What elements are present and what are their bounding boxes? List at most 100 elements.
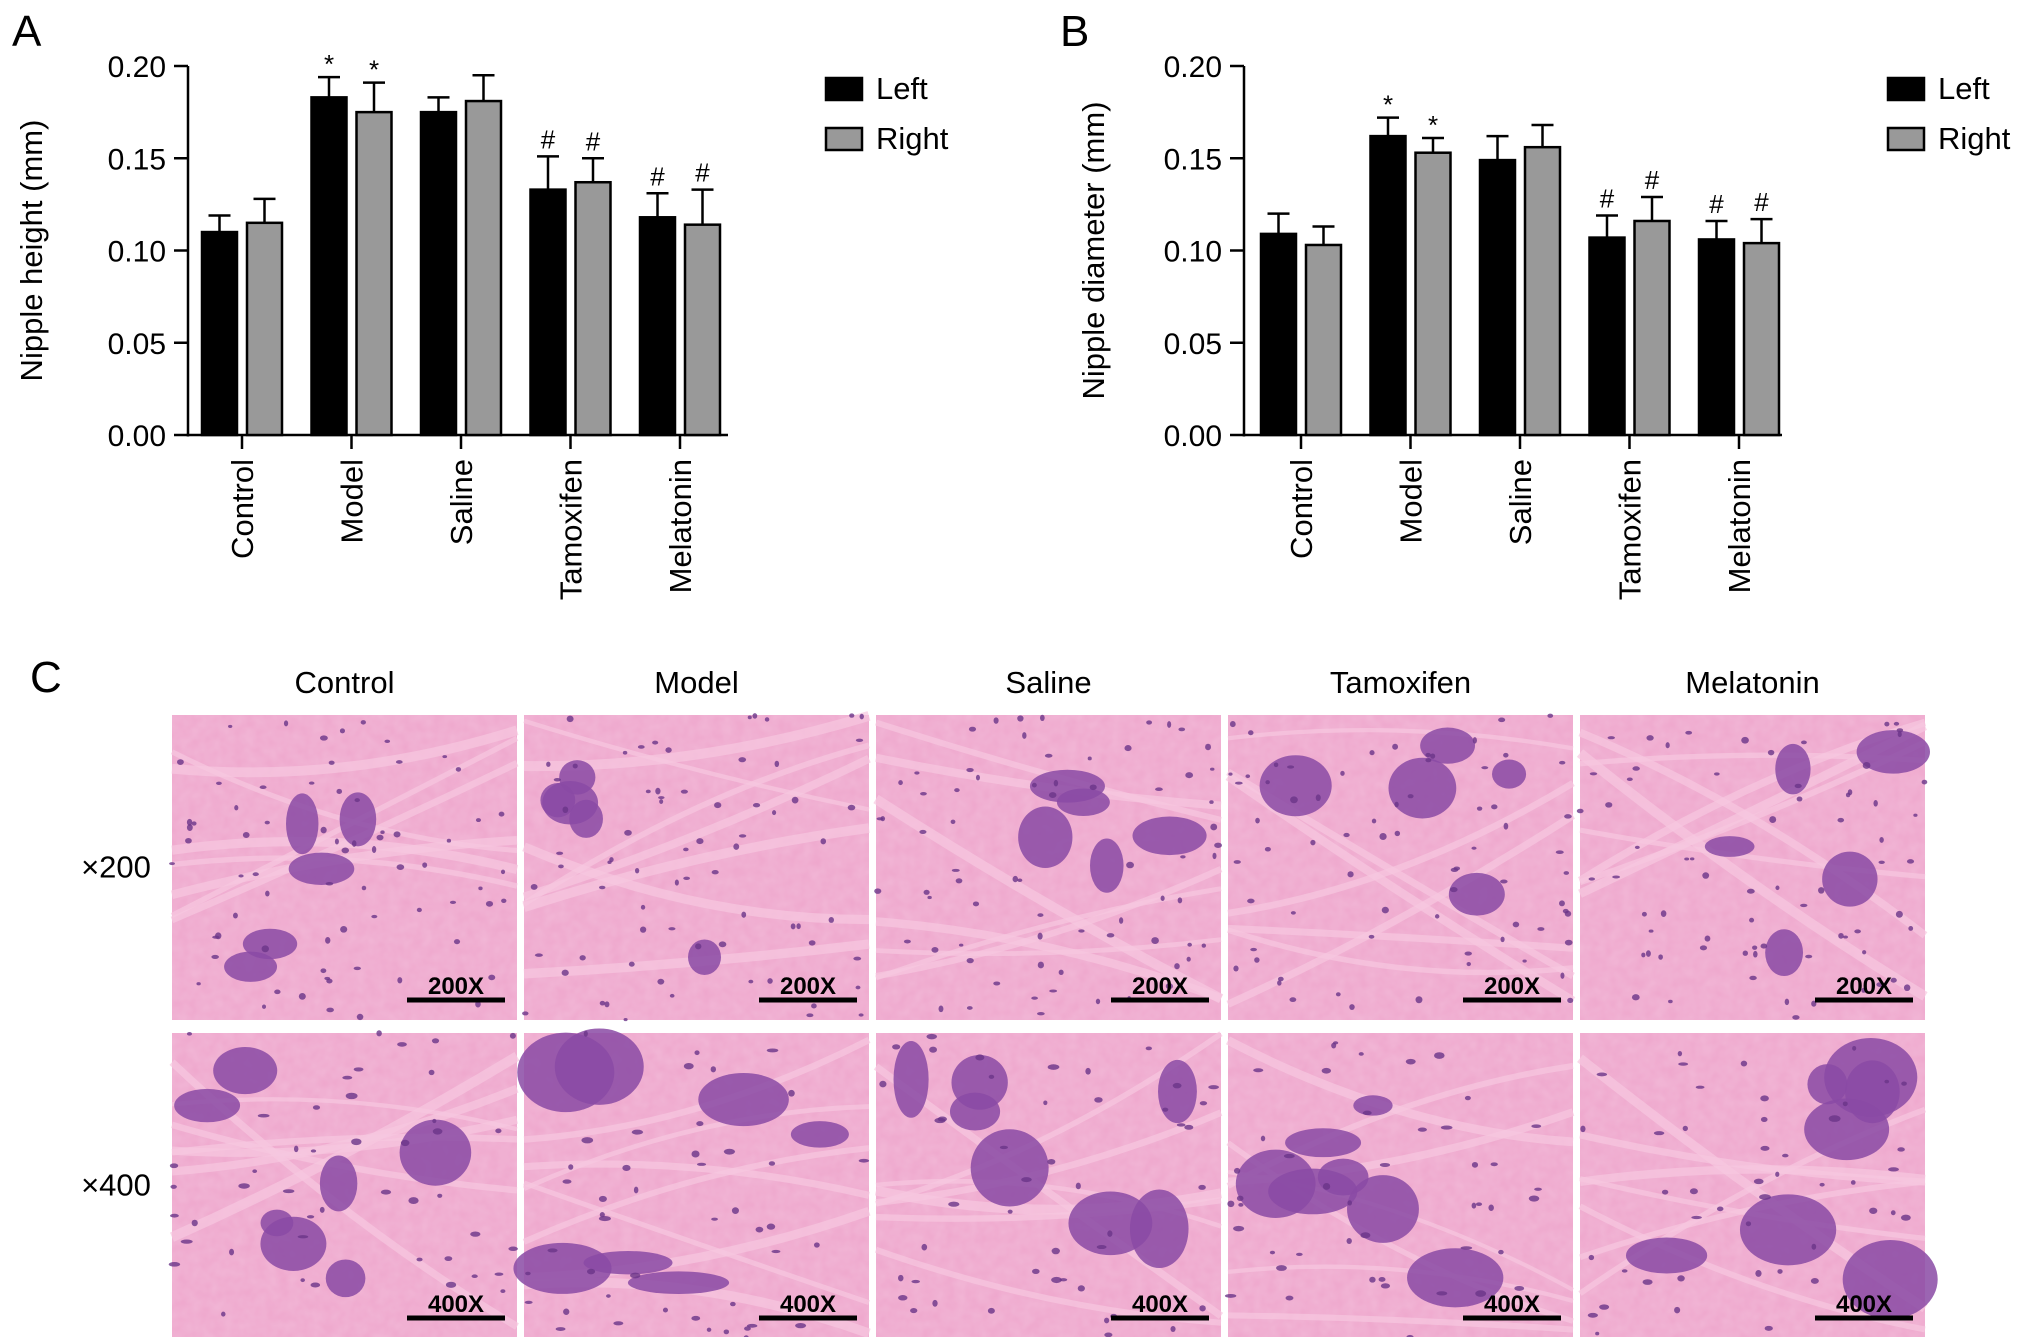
nucleus xyxy=(988,1074,995,1079)
nucleus xyxy=(408,1197,419,1204)
nucleus xyxy=(972,901,980,907)
nucleus xyxy=(858,1158,870,1163)
nucleus xyxy=(1170,1325,1176,1333)
nucleus xyxy=(1047,1064,1060,1070)
nucleus xyxy=(696,1121,704,1127)
nucleus xyxy=(308,781,315,785)
nucleus xyxy=(1269,1250,1276,1255)
nucleus xyxy=(215,932,222,940)
nucleus xyxy=(1379,1162,1391,1168)
nucleus xyxy=(1224,1293,1237,1298)
nucleus xyxy=(428,1069,435,1076)
significance-hash: # xyxy=(695,158,710,188)
nucleus xyxy=(683,847,689,852)
stroma-fiber xyxy=(875,937,1222,957)
nucleus xyxy=(1260,1135,1266,1142)
nucleus xyxy=(1290,911,1296,915)
gland-cluster xyxy=(1856,730,1931,774)
significance-hash: # xyxy=(541,124,556,154)
gland-cluster xyxy=(224,951,278,982)
stroma-fiber xyxy=(522,742,870,907)
bar-right-saline xyxy=(464,99,503,437)
nucleus xyxy=(752,713,758,719)
nucleus xyxy=(1913,813,1918,817)
nucleus xyxy=(1861,987,1866,993)
nucleus xyxy=(691,1150,700,1158)
nucleus xyxy=(1850,1180,1856,1185)
stroma-fiber xyxy=(171,1133,518,1156)
nucleus xyxy=(1017,878,1023,883)
nucleus xyxy=(628,961,635,967)
nucleus xyxy=(437,1193,443,1198)
nucleus xyxy=(633,1186,639,1194)
nucleus xyxy=(1296,1252,1303,1256)
nucleus xyxy=(453,939,461,945)
nucleus xyxy=(583,1030,588,1037)
nucleus xyxy=(1346,1238,1352,1244)
nucleus xyxy=(1555,850,1564,854)
stroma-fiber xyxy=(1226,812,1575,1008)
nucleus xyxy=(501,898,507,903)
nucleus xyxy=(788,1089,795,1097)
nucleus xyxy=(500,1289,506,1294)
nucleus xyxy=(1146,720,1153,725)
nucleus xyxy=(1684,857,1690,861)
nucleus xyxy=(1562,908,1569,914)
gland-cluster xyxy=(1018,806,1073,868)
nucleus xyxy=(1921,779,1928,785)
nucleus xyxy=(1897,1147,1905,1152)
nucleus xyxy=(1559,760,1566,765)
column-header: Saline xyxy=(1005,665,1091,700)
bar-right-tamoxifen xyxy=(574,180,612,437)
nucleus xyxy=(1369,1276,1376,1283)
nucleus xyxy=(320,968,327,974)
nucleus xyxy=(238,874,244,878)
micrograph-tile: 200X xyxy=(522,711,871,1022)
nucleus xyxy=(1626,777,1633,782)
nucleus xyxy=(396,864,405,871)
nucleus xyxy=(1621,1269,1628,1273)
nucleus xyxy=(1347,1200,1353,1206)
nucleus xyxy=(1588,1254,1595,1261)
nucleus xyxy=(1185,772,1194,779)
nucleus xyxy=(1174,963,1180,970)
nucleus xyxy=(319,1206,325,1213)
panel-label-b: B xyxy=(1060,7,1089,56)
nucleus xyxy=(1691,1215,1702,1220)
x-tick-label: Melatonin xyxy=(663,459,698,593)
nucleus xyxy=(1322,1183,1331,1190)
stroma-fiber xyxy=(523,718,870,812)
nucleus xyxy=(1012,875,1019,883)
nucleus xyxy=(975,1054,985,1061)
nucleus xyxy=(1819,1182,1825,1187)
nucleus xyxy=(879,1080,887,1088)
nucleus xyxy=(1534,1187,1542,1191)
nucleus xyxy=(1425,758,1432,763)
nucleus xyxy=(422,862,428,868)
gland-cluster xyxy=(1388,757,1457,819)
nucleus xyxy=(898,1295,908,1301)
micrograph-tile: 400X xyxy=(1224,1033,1575,1337)
nucleus xyxy=(1075,1182,1081,1190)
nucleus xyxy=(328,760,335,765)
nucleus xyxy=(706,1327,712,1332)
bar-left-tamoxifen xyxy=(1588,236,1626,437)
nucleus xyxy=(790,923,796,930)
nucleus xyxy=(1512,921,1520,928)
nucleus xyxy=(345,1092,358,1100)
gland-cluster xyxy=(1775,743,1811,795)
nucleus xyxy=(1032,1268,1040,1275)
nucleus xyxy=(806,1013,814,1018)
nucleus xyxy=(714,802,722,809)
bar-left-model xyxy=(1369,134,1407,437)
nucleus xyxy=(1095,998,1101,1005)
nucleus xyxy=(495,1128,502,1134)
nucleus xyxy=(1641,952,1646,958)
nucleus xyxy=(968,726,977,732)
nucleus xyxy=(1022,732,1027,739)
legend-swatch-left xyxy=(824,76,864,102)
nucleus xyxy=(1471,1161,1479,1168)
y-tick-label: 0.00 xyxy=(1164,420,1222,453)
nucleus xyxy=(1876,982,1884,988)
y-tick-label: 0.15 xyxy=(1164,143,1222,176)
